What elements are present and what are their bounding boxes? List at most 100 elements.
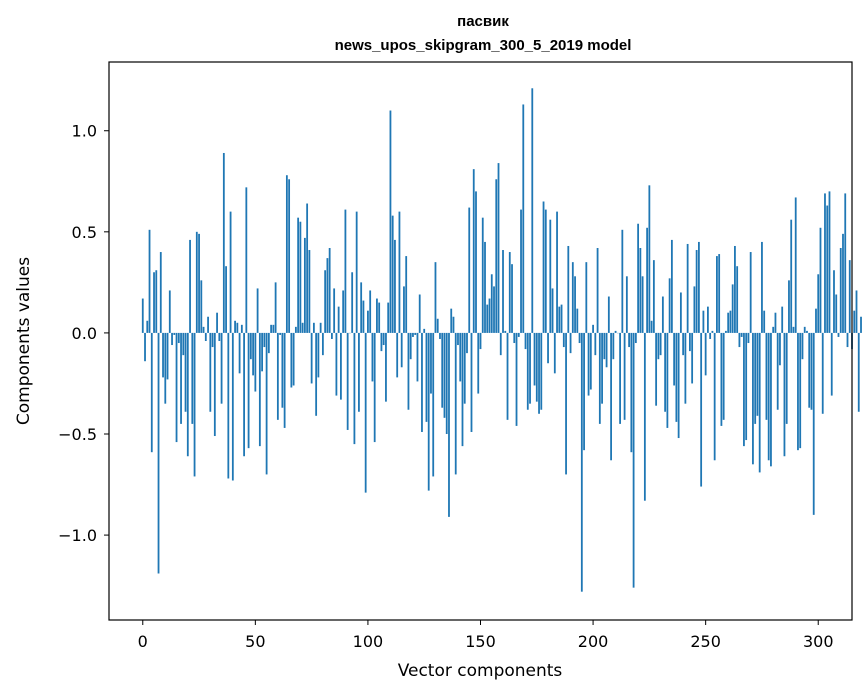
bar bbox=[463, 332, 466, 404]
bar bbox=[360, 282, 363, 333]
bar bbox=[407, 332, 410, 410]
bar bbox=[328, 248, 331, 333]
bar bbox=[574, 276, 576, 333]
bar bbox=[853, 310, 856, 333]
bar bbox=[558, 306, 561, 333]
y-axis: 1.0 0.5 0.0 −0.5 −1.0 bbox=[58, 122, 109, 545]
bar bbox=[522, 104, 525, 333]
bar bbox=[389, 110, 392, 333]
bar bbox=[695, 250, 698, 333]
bar bbox=[153, 272, 155, 333]
bar bbox=[412, 332, 414, 337]
bar bbox=[580, 332, 583, 592]
bar bbox=[281, 332, 284, 408]
bar bbox=[376, 298, 378, 333]
bar bbox=[799, 332, 802, 449]
bar bbox=[738, 332, 741, 348]
bar bbox=[299, 221, 302, 333]
bar bbox=[466, 332, 468, 354]
bar bbox=[810, 332, 813, 410]
bar bbox=[186, 332, 189, 457]
bar bbox=[526, 332, 529, 410]
bar bbox=[623, 332, 626, 420]
chart-title-line-1: пасвик bbox=[457, 13, 509, 30]
bar bbox=[857, 332, 860, 412]
bar bbox=[191, 332, 194, 424]
y-tick-label: −1.0 bbox=[58, 526, 97, 545]
bar bbox=[716, 256, 718, 333]
bar bbox=[747, 332, 750, 344]
bar bbox=[319, 322, 322, 333]
bar bbox=[839, 248, 842, 333]
bar bbox=[454, 332, 457, 475]
bar bbox=[202, 326, 205, 333]
x-tick-label: 250 bbox=[690, 632, 721, 651]
bar bbox=[614, 330, 617, 333]
bar bbox=[515, 332, 518, 426]
bar bbox=[511, 264, 513, 333]
bar bbox=[524, 332, 527, 350]
bar bbox=[592, 324, 594, 333]
bar bbox=[303, 237, 306, 333]
bar bbox=[369, 290, 372, 333]
bar bbox=[157, 332, 160, 574]
bar bbox=[378, 302, 381, 333]
bar bbox=[324, 270, 327, 333]
bar bbox=[821, 332, 824, 414]
bar bbox=[207, 316, 209, 333]
bar bbox=[504, 330, 507, 333]
y-tick-label: 0.5 bbox=[72, 223, 97, 242]
bar bbox=[844, 193, 847, 333]
bar bbox=[549, 219, 552, 333]
bar bbox=[171, 332, 173, 346]
bar bbox=[276, 332, 279, 420]
bar bbox=[720, 332, 723, 426]
bar bbox=[734, 245, 736, 333]
bar bbox=[666, 332, 669, 428]
bar bbox=[297, 217, 300, 333]
bar bbox=[423, 328, 426, 333]
bar bbox=[211, 332, 214, 348]
bar bbox=[826, 205, 829, 333]
bar bbox=[448, 332, 450, 517]
bar bbox=[315, 332, 318, 416]
bar bbox=[571, 262, 574, 333]
bar bbox=[236, 322, 239, 333]
bar bbox=[684, 332, 687, 404]
bar bbox=[243, 332, 245, 457]
bar bbox=[659, 332, 662, 356]
bar bbox=[824, 193, 826, 333]
bar bbox=[252, 332, 254, 376]
bar bbox=[797, 332, 799, 451]
bar bbox=[331, 332, 333, 339]
bar bbox=[344, 209, 347, 333]
bar bbox=[373, 332, 376, 443]
bar bbox=[155, 270, 158, 333]
bar bbox=[387, 302, 390, 333]
bar bbox=[184, 332, 187, 412]
bar bbox=[288, 179, 291, 333]
bar bbox=[756, 332, 759, 416]
x-tick-label: 300 bbox=[803, 632, 834, 651]
bar bbox=[538, 332, 540, 414]
bar bbox=[562, 332, 565, 348]
bar bbox=[310, 332, 313, 384]
bar bbox=[312, 322, 315, 333]
bar bbox=[355, 211, 358, 333]
bar bbox=[688, 332, 691, 352]
bar bbox=[578, 332, 581, 344]
bar bbox=[743, 332, 745, 447]
bar bbox=[436, 318, 439, 333]
bar bbox=[441, 332, 444, 408]
bar bbox=[499, 332, 502, 356]
bar bbox=[283, 332, 286, 428]
bar bbox=[457, 332, 459, 346]
bar bbox=[254, 332, 257, 392]
bar bbox=[418, 294, 421, 333]
bar bbox=[274, 282, 277, 333]
bar bbox=[218, 332, 221, 341]
bar bbox=[481, 217, 484, 333]
bar bbox=[292, 332, 295, 386]
bar bbox=[472, 169, 475, 333]
bar bbox=[625, 276, 628, 333]
